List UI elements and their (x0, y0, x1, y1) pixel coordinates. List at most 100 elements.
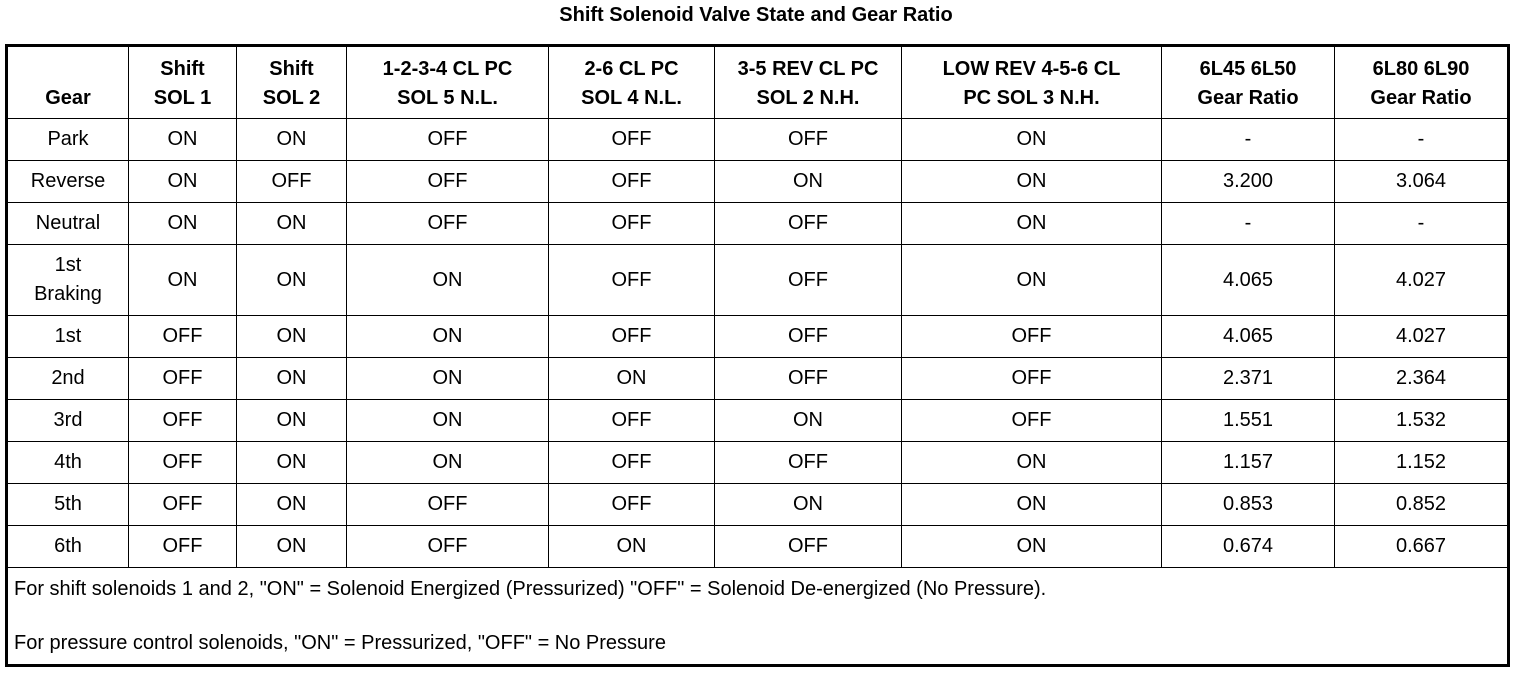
value-cell: 0.667 (1334, 525, 1509, 568)
column-header: 1-2-3-4 CL PC SOL 5 N.L. (346, 45, 549, 119)
value-cell: - (1334, 118, 1509, 161)
gear-cell: 1st Braking (6, 244, 129, 316)
value-cell: OFF (346, 118, 549, 161)
value-cell: OFF (548, 483, 715, 526)
value-cell: ON (236, 118, 347, 161)
column-header: 2-6 CL PC SOL 4 N.L. (548, 45, 715, 119)
value-cell: OFF (714, 118, 902, 161)
value-cell: OFF (548, 315, 715, 358)
value-cell: 3.064 (1334, 160, 1509, 203)
value-cell: 1.532 (1334, 399, 1509, 442)
value-cell: ON (236, 399, 347, 442)
value-cell: OFF (901, 399, 1162, 442)
value-cell: ON (901, 244, 1162, 316)
value-cell: ON (236, 525, 347, 568)
table-row: 5th OFF ON OFF OFF ON ON 0.853 0.852 (6, 483, 1509, 526)
value-cell: OFF (128, 357, 237, 400)
value-cell: OFF (548, 202, 715, 245)
value-cell: ON (236, 357, 347, 400)
column-header: Gear (6, 45, 129, 119)
value-cell: ON (236, 483, 347, 526)
gear-cell: 6th (6, 525, 129, 568)
table-row: 4th OFF ON ON OFF OFF ON 1.157 1.152 (6, 441, 1509, 484)
value-cell: ON (548, 525, 715, 568)
value-cell: OFF (901, 357, 1162, 400)
value-cell: ON (714, 483, 902, 526)
value-cell: OFF (714, 357, 902, 400)
value-cell: - (1161, 202, 1335, 245)
value-cell: 1.551 (1161, 399, 1335, 442)
column-header: LOW REV 4-5-6 CL PC SOL 3 N.H. (901, 45, 1162, 119)
value-cell: ON (346, 244, 549, 316)
value-cell: ON (236, 315, 347, 358)
value-cell: OFF (236, 160, 347, 203)
solenoid-gear-table: Gear Shift SOL 1 Shift SOL 2 1-2-3-4 CL PC SOL… (5, 44, 1510, 667)
header-line: 2-6 CL PC (584, 58, 679, 80)
gear-cell: 3rd (6, 399, 129, 442)
table-row: 1st OFF ON ON OFF OFF OFF 4.065 4.027 (6, 315, 1509, 358)
gear-label: 4th (54, 451, 82, 473)
header-line: SOL 4 N.L. (581, 87, 682, 109)
table-title: Shift Solenoid Valve State and Gear Rati… (559, 4, 953, 26)
header-row: Gear Shift SOL 1 Shift SOL 2 1-2-3-4 CL PC SOL… (6, 45, 1509, 119)
value-cell: OFF (128, 315, 237, 358)
value-cell: ON (346, 357, 549, 400)
value-cell: ON (714, 160, 902, 203)
value-cell: ON (714, 399, 902, 442)
header-line: 6L80 6L90 (1372, 58, 1470, 80)
value-cell: OFF (128, 525, 237, 568)
notes-cell: For shift solenoids 1 and 2, "ON" = Sole… (6, 567, 1509, 666)
value-cell: ON (901, 525, 1162, 568)
value-cell: OFF (548, 244, 715, 316)
header-line: 3-5 REV CL PC (737, 58, 879, 80)
value-cell: OFF (346, 202, 549, 245)
value-cell: OFF (346, 483, 549, 526)
gear-label: 1st (54, 254, 82, 276)
value-cell: OFF (714, 202, 902, 245)
value-cell: OFF (128, 441, 237, 484)
value-cell: ON (128, 160, 237, 203)
table-row: Reverse ON OFF OFF OFF ON ON 3.200 3.064 (6, 160, 1509, 203)
value-cell: OFF (548, 160, 715, 203)
header-line: Shift (160, 58, 205, 80)
value-cell: OFF (346, 160, 549, 203)
gear-cell: 5th (6, 483, 129, 526)
header-line: Gear Ratio (1370, 87, 1472, 109)
gear-cell: 2nd (6, 357, 129, 400)
note-text: For shift solenoids 1 and 2, "ON" = Sole… (14, 577, 1047, 600)
value-cell: 4.065 (1161, 244, 1335, 316)
value-cell: OFF (901, 315, 1162, 358)
value-cell: ON (548, 357, 715, 400)
gear-label: 5th (54, 493, 82, 515)
value-cell: ON (901, 118, 1162, 161)
value-cell: OFF (714, 441, 902, 484)
value-cell: - (1334, 202, 1509, 245)
header-line: Gear (45, 87, 91, 109)
column-header: 6L80 6L90 Gear Ratio (1334, 45, 1509, 119)
gear-label: Park (47, 128, 89, 150)
value-cell: ON (236, 441, 347, 484)
value-cell: ON (901, 202, 1162, 245)
header-line: Shift (269, 58, 314, 80)
value-cell: ON (128, 244, 237, 316)
gear-cell: Neutral (6, 202, 129, 245)
column-header: Shift SOL 2 (236, 45, 347, 119)
value-cell: OFF (128, 483, 237, 526)
header-line: Gear Ratio (1197, 87, 1299, 109)
value-cell: OFF (548, 441, 715, 484)
gear-label: 1st (54, 325, 82, 347)
value-cell: ON (128, 118, 237, 161)
table-row: 1st Braking ON ON ON OFF OFF ON 4.065 4.027 (6, 244, 1509, 316)
header-line: PC SOL 3 N.H. (963, 87, 1100, 109)
gear-label: Neutral (35, 212, 101, 234)
gear-label: 3rd (53, 409, 83, 431)
value-cell: OFF (714, 244, 902, 316)
value-cell: ON (346, 399, 549, 442)
gear-label: 6th (54, 535, 82, 557)
value-cell: OFF (714, 315, 902, 358)
header-line: 6L45 6L50 (1199, 58, 1297, 80)
value-cell: 0.852 (1334, 483, 1509, 526)
value-cell: ON (236, 244, 347, 316)
table-row: Park ON ON OFF OFF OFF ON - - (6, 118, 1509, 161)
value-cell: OFF (548, 118, 715, 161)
